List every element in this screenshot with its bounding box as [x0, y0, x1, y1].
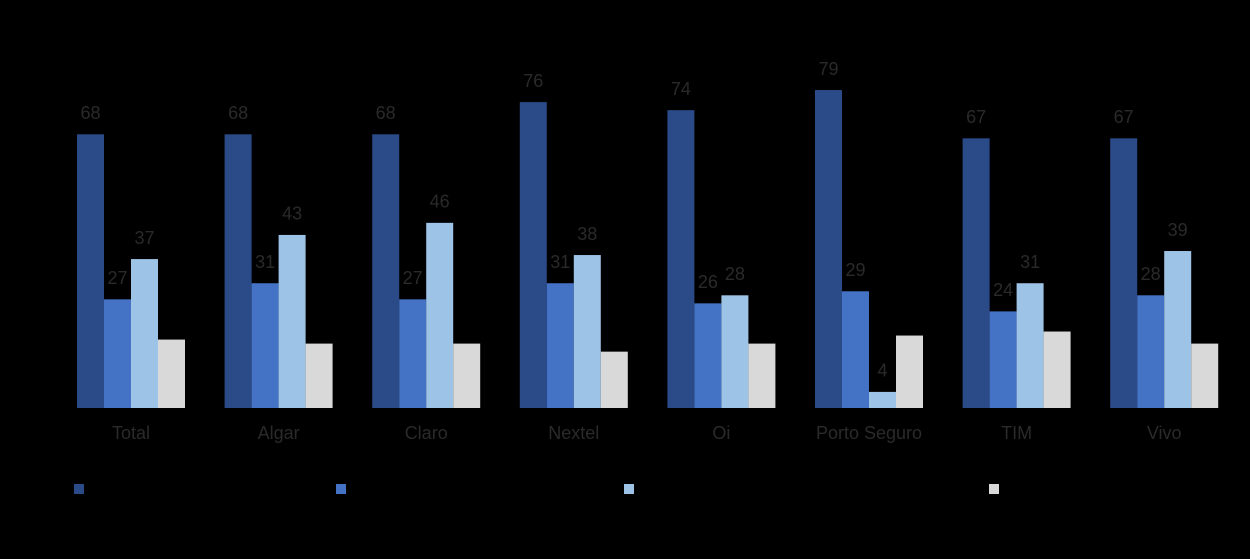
bar — [251, 283, 279, 408]
bar — [721, 295, 749, 408]
bar — [278, 234, 306, 408]
bar — [399, 299, 427, 408]
value-label: 43 — [282, 204, 302, 224]
value-label: 68 — [228, 103, 248, 123]
bar — [1110, 138, 1138, 408]
value-label: 37 — [134, 228, 154, 248]
bar — [453, 343, 481, 408]
bar — [962, 138, 990, 408]
bar — [1191, 343, 1219, 408]
bar — [131, 259, 158, 408]
value-label: 67 — [966, 107, 986, 127]
x-tick-label: Total — [112, 423, 150, 443]
value-label: 28 — [725, 264, 745, 284]
value-label: 46 — [430, 192, 450, 212]
bar — [694, 303, 722, 408]
value-label: 24 — [993, 280, 1013, 300]
legend-marker — [624, 484, 634, 494]
bar — [989, 311, 1017, 408]
value-label: 31 — [255, 252, 275, 272]
x-tick-label: Vivo — [1147, 423, 1182, 443]
bar — [1137, 295, 1165, 408]
value-label: 38 — [577, 224, 597, 244]
bar — [842, 291, 869, 408]
bar — [573, 255, 601, 408]
bar — [748, 343, 776, 408]
value-label: 4 — [877, 361, 887, 381]
x-tick-label: Claro — [405, 423, 448, 443]
bar — [158, 339, 185, 408]
value-label: 68 — [80, 103, 100, 123]
value-label: 79 — [818, 59, 838, 79]
bar — [1164, 251, 1192, 408]
value-label: 29 — [845, 260, 865, 280]
value-label: 31 — [1020, 252, 1040, 272]
bar — [600, 351, 628, 408]
bar — [104, 299, 131, 408]
legend-marker — [74, 484, 84, 494]
value-label: 67 — [1114, 107, 1134, 127]
value-label: 27 — [107, 268, 127, 288]
bar — [546, 283, 574, 408]
value-label: 27 — [403, 268, 423, 288]
value-label: 26 — [698, 272, 718, 292]
x-tick-label: Porto Seguro — [816, 423, 922, 443]
value-label: 39 — [1168, 220, 1188, 240]
x-tick-label: Algar — [258, 423, 300, 443]
value-label: 76 — [523, 71, 543, 91]
x-tick-label: Nextel — [548, 423, 599, 443]
bar — [519, 102, 547, 408]
value-label: 28 — [1141, 264, 1161, 284]
bar — [1016, 283, 1044, 408]
x-tick-label: Oi — [712, 423, 730, 443]
bar — [896, 335, 923, 408]
bar — [224, 134, 252, 409]
bar — [426, 222, 454, 408]
bar — [869, 391, 896, 408]
bar — [1043, 331, 1071, 408]
bar — [372, 134, 400, 409]
value-label: 31 — [550, 252, 570, 272]
bar — [815, 90, 842, 409]
bar — [667, 110, 695, 409]
legend-marker — [989, 484, 999, 494]
legend-marker — [336, 484, 346, 494]
value-label: 74 — [671, 79, 691, 99]
value-label: 68 — [376, 103, 396, 123]
bar — [77, 134, 104, 409]
bar — [305, 343, 333, 408]
x-tick-label: TIM — [1001, 423, 1032, 443]
